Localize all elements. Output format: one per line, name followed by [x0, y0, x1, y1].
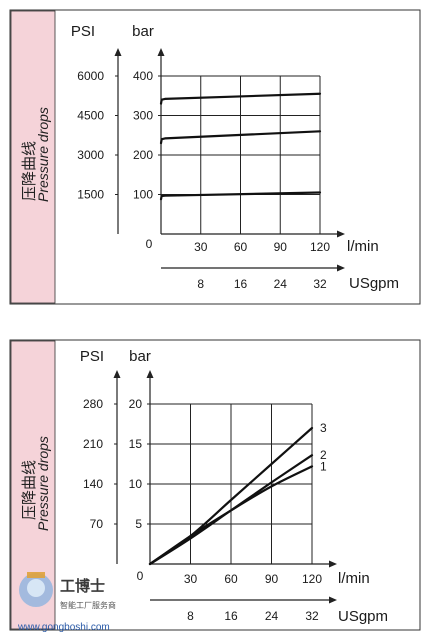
usgpm-axis-arrowhead — [329, 596, 337, 604]
mascot-face — [27, 579, 45, 597]
bar-tick-label: 20 — [129, 397, 143, 411]
psi-axis-label: PSI — [71, 23, 95, 40]
psi-tick-label: 280 — [83, 397, 103, 411]
series-label-3: 3 — [320, 421, 327, 435]
usgpm-axis-arrowhead — [337, 264, 345, 272]
psi-axis-label: PSI — [80, 348, 104, 365]
bar-tick-label: 10 — [129, 477, 143, 491]
watermark-logo: 工博士 智能工厂服务商 www.gongboshi.com — [17, 572, 116, 633]
chart-panel-1: 压降曲线 Pressure drops PSI bar l/min USgpm … — [9, 9, 421, 305]
flow-unit-label: l/min — [338, 570, 370, 587]
plot-grid — [161, 75, 321, 234]
psi-axis-arrowhead — [113, 370, 121, 378]
bar-axis-label: bar — [132, 23, 154, 40]
bar-axis-arrowhead — [146, 370, 154, 378]
psi-tick-label: 210 — [83, 437, 103, 451]
flow-axis-arrowhead — [329, 560, 337, 568]
psi-tick-label: 140 — [83, 477, 103, 491]
psi-tick-label: 6000 — [77, 69, 104, 83]
series-label-2: 2 — [320, 448, 327, 462]
usgpm-tick-label: 24 — [265, 609, 279, 623]
watermark-name: 工博士 — [60, 577, 105, 595]
bar-tick-label: 100 — [133, 188, 153, 202]
origin-label: 0 — [137, 569, 144, 583]
plot-grid — [150, 403, 313, 564]
psi-axis-arrowhead — [114, 48, 122, 56]
bar-tick-label: 400 — [133, 69, 153, 83]
usgpm-unit-label: USgpm — [338, 608, 388, 625]
series-label-1: 1 — [320, 459, 327, 473]
usgpm-tick-label: 16 — [224, 609, 238, 623]
watermark-url: www.gongboshi.com — [17, 622, 110, 633]
psi-tick-label: 3000 — [77, 148, 104, 162]
series-line-2 — [159, 130, 322, 145]
panel-border — [9, 9, 421, 305]
bar-tick-label: 300 — [133, 109, 153, 123]
flow-axis-arrowhead — [337, 230, 345, 238]
flow-tick-label: 120 — [310, 240, 330, 254]
flow-tick-label: 60 — [224, 572, 238, 586]
flow-tick-label: 120 — [302, 572, 322, 586]
panel-border — [9, 339, 421, 631]
bar-tick-label: 200 — [133, 148, 153, 162]
side-label-en: Pressure drops — [35, 436, 51, 531]
usgpm-tick-label: 8 — [187, 609, 194, 623]
bar-axis-label: bar — [129, 348, 151, 365]
side-label-cn: 压降曲线 — [20, 141, 38, 201]
side-label-cn: 压降曲线 — [20, 460, 38, 520]
usgpm-tick-label: 16 — [234, 277, 248, 291]
side-label-band — [10, 10, 56, 304]
flow-unit-label: l/min — [347, 238, 379, 255]
psi-tick-label: 4500 — [77, 109, 104, 123]
usgpm-tick-label: 32 — [313, 277, 327, 291]
origin-label: 0 — [146, 237, 153, 251]
mascot-hat — [27, 572, 45, 578]
watermark-sub: 智能工厂服务商 — [60, 600, 116, 610]
psi-tick-label: 70 — [90, 517, 104, 531]
flow-tick-label: 90 — [265, 572, 279, 586]
series-line-1 — [159, 92, 322, 105]
bar-tick-label: 15 — [129, 437, 143, 451]
flow-tick-label: 30 — [184, 572, 198, 586]
chart-panel-2: 压降曲线 Pressure drops PSI bar l/min USgpm … — [9, 339, 421, 633]
usgpm-tick-label: 32 — [305, 609, 319, 623]
bar-tick-label: 5 — [135, 517, 142, 531]
series-line-3 — [159, 191, 322, 201]
series-line-3 — [148, 426, 314, 566]
flow-tick-label: 30 — [194, 240, 208, 254]
usgpm-unit-label: USgpm — [349, 275, 399, 292]
usgpm-tick-label: 8 — [197, 277, 204, 291]
bar-axis-arrowhead — [157, 48, 165, 56]
flow-tick-label: 60 — [234, 240, 248, 254]
psi-tick-label: 1500 — [77, 188, 104, 202]
usgpm-tick-label: 24 — [274, 277, 288, 291]
side-label-en: Pressure drops — [35, 107, 51, 202]
flow-tick-label: 90 — [274, 240, 288, 254]
